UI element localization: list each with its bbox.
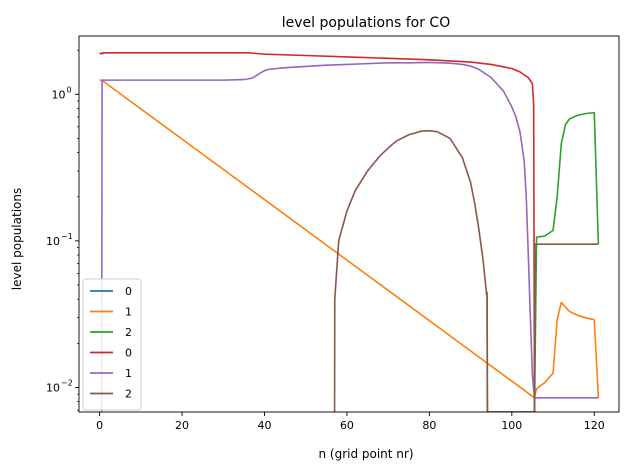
y-axis-label: level populations (10, 188, 24, 290)
legend: 0 1 2 0 1 2 (82, 278, 142, 411)
x-axis-label: n (grid point nr) (318, 447, 413, 461)
y-tick-base: 10 (52, 88, 66, 101)
y-tick-label: 10 0 (52, 85, 72, 101)
legend-label: 2 (125, 388, 132, 401)
x-tick-label: 60 (340, 419, 354, 432)
chart-title: level populations for CO (282, 15, 450, 31)
x-tick-label: 40 (257, 419, 271, 432)
series-line-4 (100, 61, 599, 412)
y-tick-label: 10 −2 (46, 378, 73, 394)
legend-label: 2 (125, 326, 132, 339)
legend-label: 1 (125, 367, 132, 380)
legend-label: 0 (125, 285, 132, 298)
legend-box (82, 278, 142, 411)
x-tick-label: 120 (584, 419, 605, 432)
x-tick-label: 100 (501, 419, 522, 432)
series-line-5 (333, 129, 599, 412)
x-tick-label: 80 (422, 419, 436, 432)
y-tick-exponent: −1 (61, 232, 73, 241)
plot-frame (78, 35, 620, 413)
y-tick-exponent: 0 (67, 85, 72, 94)
y-tick-label: 10 −1 (46, 232, 73, 248)
x-tick-label: 0 (96, 419, 103, 432)
series-line-3 (99, 51, 536, 412)
y-tick-base: 10 (46, 381, 60, 394)
y-tick-exponent: −2 (61, 378, 73, 387)
x-tick-label: 20 (175, 419, 189, 432)
legend-label: 0 (125, 347, 132, 360)
y-tick-base: 10 (46, 235, 60, 248)
legend-label: 1 (125, 306, 132, 319)
